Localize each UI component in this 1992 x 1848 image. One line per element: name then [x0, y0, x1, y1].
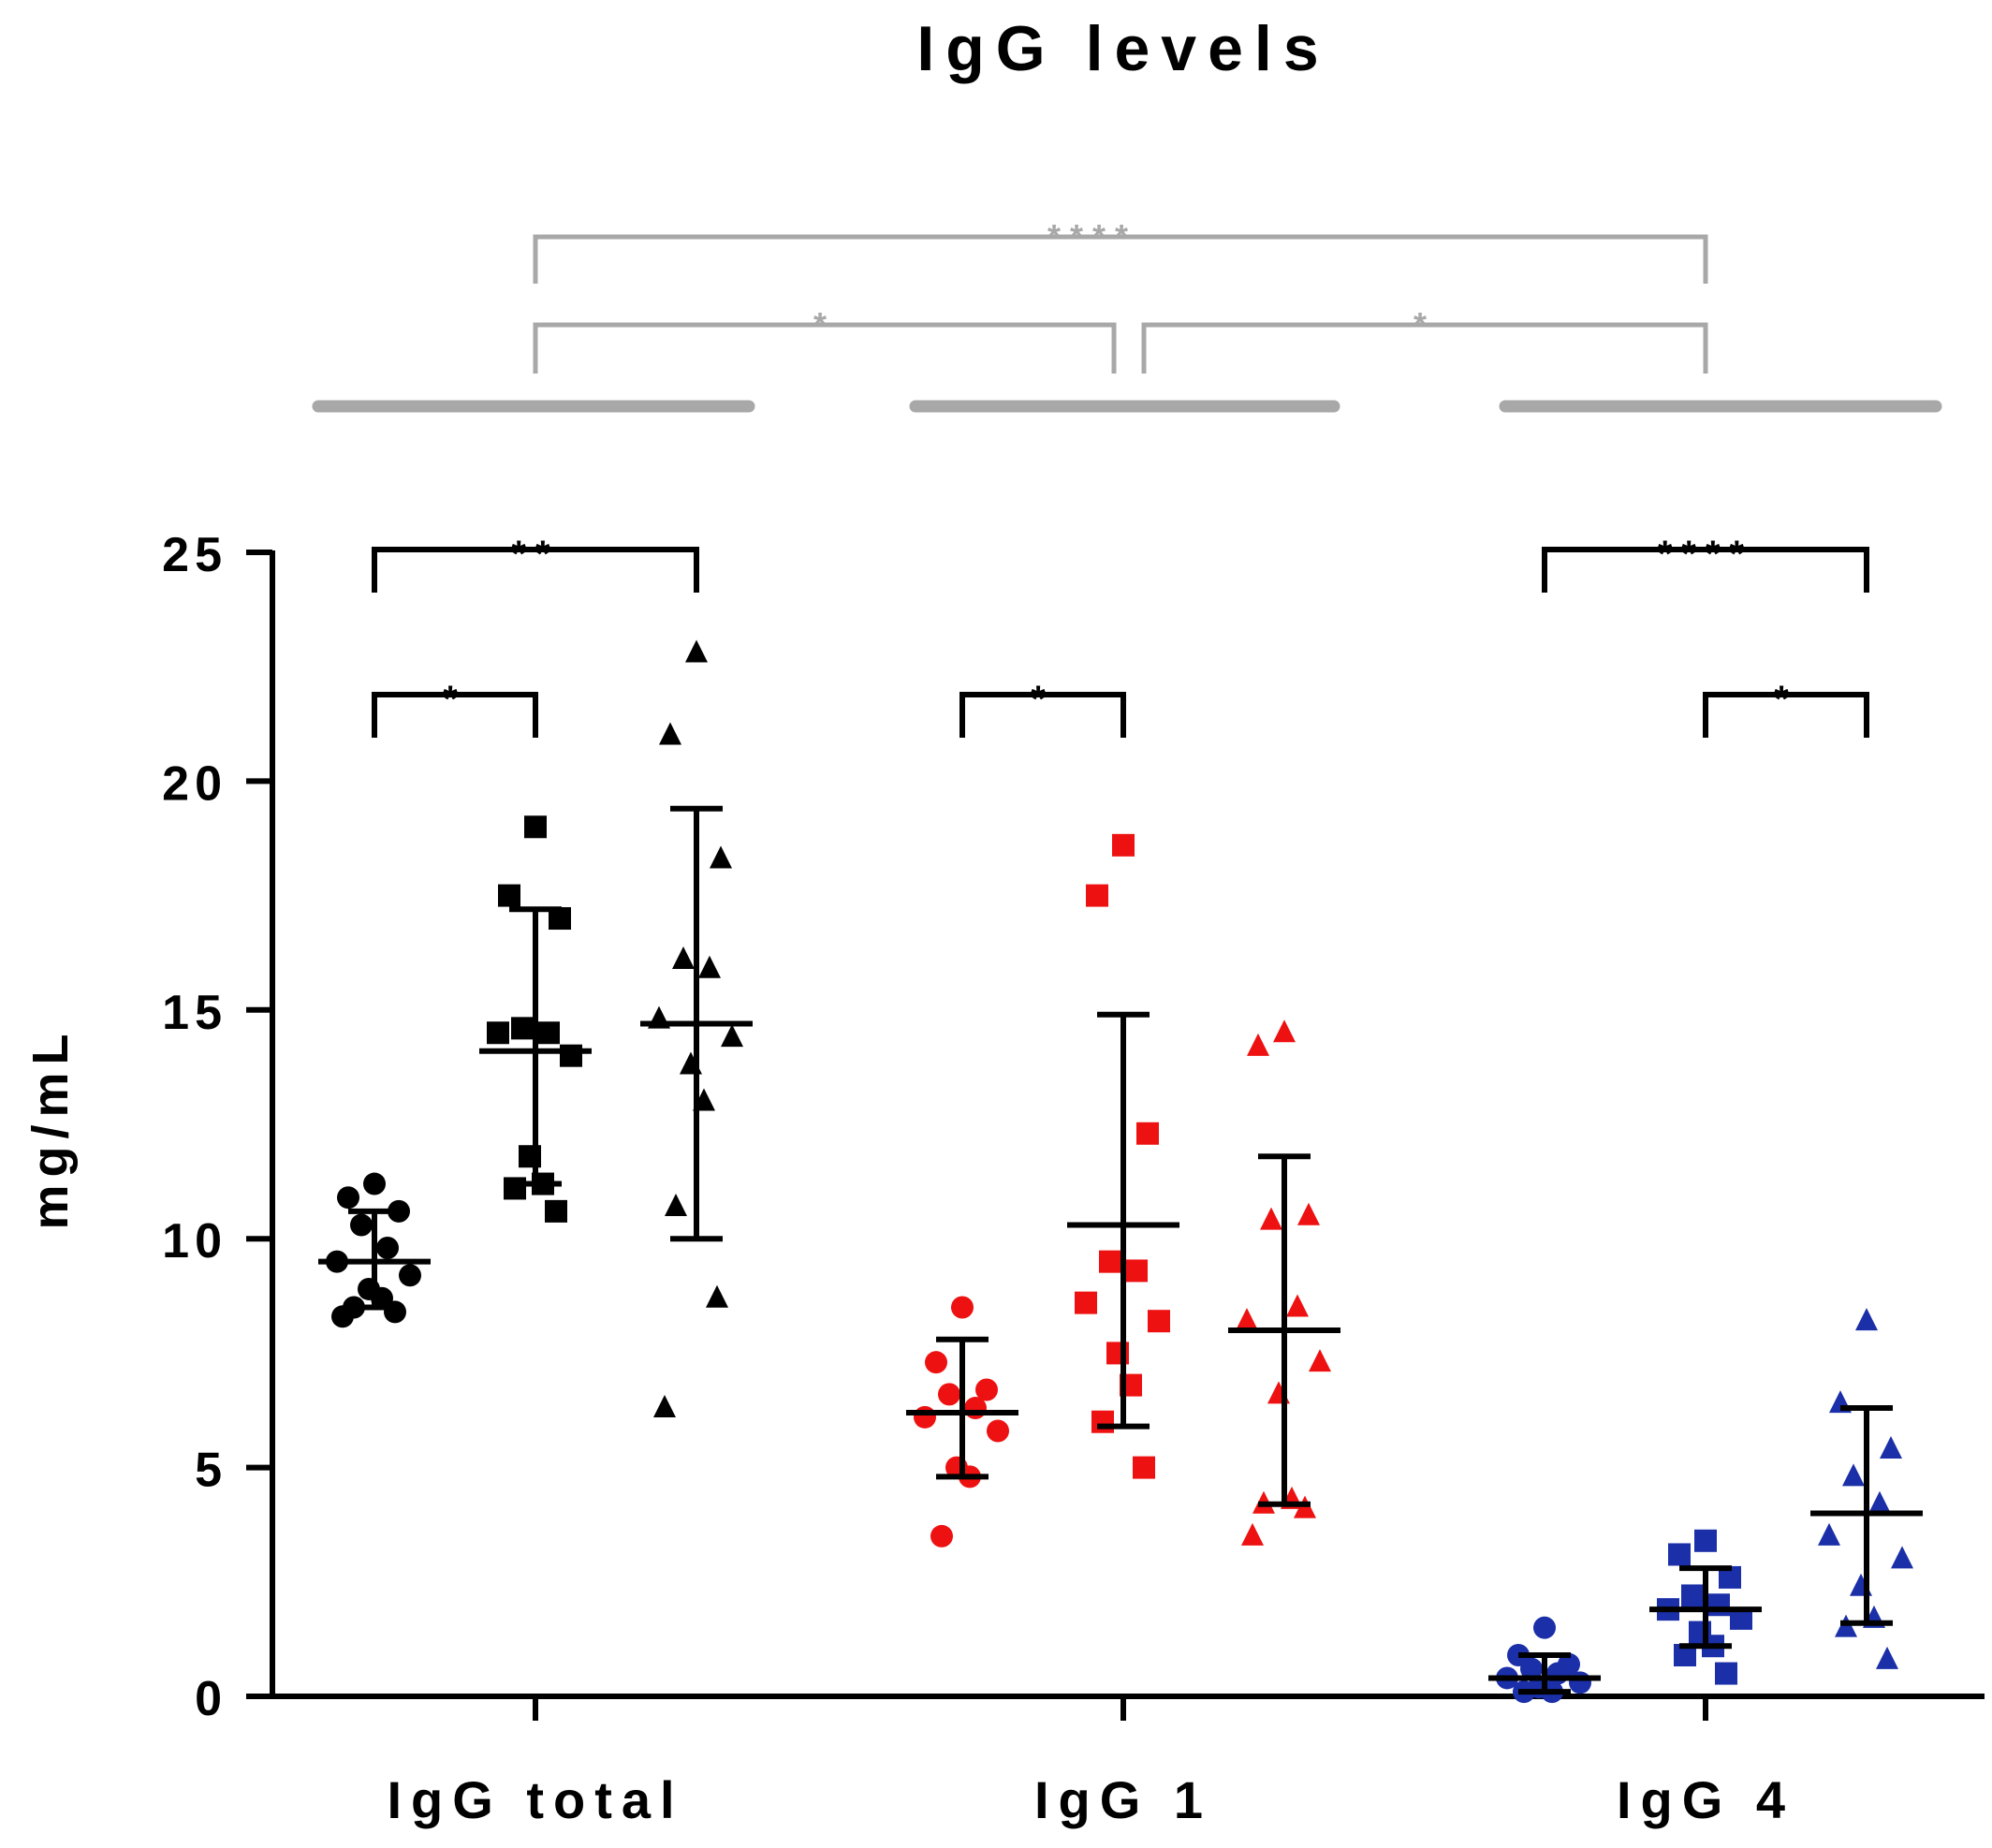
data-point: [665, 1193, 687, 1216]
data-point: [930, 1524, 953, 1547]
y-tick-label: 5: [195, 1444, 227, 1498]
data-point: [1260, 1207, 1282, 1230]
data-point: [1842, 1463, 1865, 1487]
data-point: [363, 1172, 386, 1195]
data-point: [1668, 1543, 1691, 1566]
data-point: [350, 1213, 373, 1237]
data-point: [337, 1186, 359, 1210]
data-point: [545, 1199, 567, 1223]
significance-bracket: [372, 692, 538, 738]
data-point: [1247, 1033, 1269, 1056]
brackets-layer: **** ****** *****: [312, 217, 1942, 738]
data-point: [498, 884, 520, 907]
data-point: [1533, 1616, 1556, 1639]
data-point: [376, 1236, 399, 1259]
data-point: [511, 1017, 534, 1040]
x-tick-label: IgG 1: [1034, 1770, 1212, 1829]
data-point: [331, 1305, 354, 1328]
data-point: [1715, 1662, 1737, 1685]
significance-bracket: [372, 547, 699, 593]
data-point: [1286, 1294, 1309, 1317]
data-point: [1112, 833, 1135, 857]
data-point: [1868, 1490, 1891, 1514]
data-point: [1880, 1436, 1902, 1459]
data-point: [384, 1300, 406, 1324]
data-point: [1876, 1646, 1898, 1669]
data-point: [560, 1044, 582, 1067]
x-tick-label: IgG total: [387, 1770, 683, 1829]
data-point: [914, 1405, 936, 1429]
data-point: [987, 1419, 1009, 1443]
outer-significance-bracket: [533, 322, 1117, 374]
data-point: [710, 845, 732, 869]
significance-label: *: [443, 679, 467, 720]
errorbars-layer: [318, 805, 1923, 1695]
outer-significance-bracket: [533, 234, 1708, 284]
points-layer: [326, 639, 1913, 1704]
data-point: [672, 946, 695, 970]
y-tick-label: 25: [162, 528, 227, 582]
data-point: [653, 1395, 676, 1418]
data-point: [1891, 1546, 1913, 1569]
data-point: [1309, 1349, 1331, 1372]
data-point: [487, 1021, 509, 1045]
data-point: [1086, 884, 1108, 907]
y-tick-label: 20: [162, 756, 227, 811]
significance-bracket: [1703, 692, 1869, 738]
data-point: [1694, 1529, 1717, 1552]
data-point: [1707, 1593, 1730, 1617]
data-point: [1148, 1310, 1170, 1333]
data-point: [721, 1024, 743, 1048]
data-point: [504, 1177, 526, 1200]
data-point: [537, 1021, 560, 1045]
data-point: [964, 1397, 987, 1420]
data-point: [659, 722, 681, 745]
data-point: [1099, 1250, 1121, 1273]
data-point: [1133, 1456, 1155, 1479]
y-tick-label: 10: [162, 1214, 227, 1269]
data-point: [706, 1284, 728, 1308]
data-point: [698, 955, 721, 978]
y-tick-label: 15: [162, 986, 227, 1040]
x-tick-label: IgG 4: [1617, 1770, 1794, 1829]
data-point: [1520, 1657, 1543, 1680]
data-point: [399, 1264, 421, 1287]
data-point: [1569, 1671, 1591, 1694]
data-point: [1241, 1522, 1264, 1546]
data-point: [1125, 1259, 1148, 1283]
chart-title: IgG levels: [916, 13, 1329, 84]
outer-significance-label: ****: [1047, 217, 1137, 256]
data-point: [1818, 1522, 1840, 1546]
data-point: [1091, 1410, 1114, 1433]
significance-label: **: [511, 534, 559, 575]
data-point: [951, 1296, 974, 1319]
data-point: [685, 639, 708, 663]
data-point: [925, 1351, 947, 1374]
axes-layer: 0 5 10 15 20 25 IgG total IgG 1 IgG 4: [162, 528, 1985, 1829]
significance-label: ****: [1658, 534, 1753, 575]
data-point: [1855, 1308, 1878, 1331]
significance-label: *: [1774, 679, 1798, 720]
significance-bracket: [959, 692, 1126, 738]
outer-significance-bracket: [1141, 322, 1708, 374]
data-point: [1136, 1122, 1159, 1145]
data-point: [1297, 1202, 1320, 1225]
outer-significance-label: *: [1413, 305, 1436, 344]
outer-significance-label: *: [813, 305, 836, 344]
significance-label: *: [1031, 679, 1055, 720]
data-point: [938, 1383, 960, 1406]
significance-bracket: [1542, 547, 1869, 593]
data-point: [524, 815, 547, 839]
data-point: [1236, 1308, 1258, 1331]
data-point: [1681, 1584, 1704, 1607]
y-tick-label: 0: [195, 1672, 227, 1726]
data-point: [1075, 1291, 1097, 1314]
y-axis-label: mg/mL: [22, 1026, 79, 1229]
data-point: [975, 1378, 998, 1401]
data-point: [1273, 1019, 1296, 1043]
